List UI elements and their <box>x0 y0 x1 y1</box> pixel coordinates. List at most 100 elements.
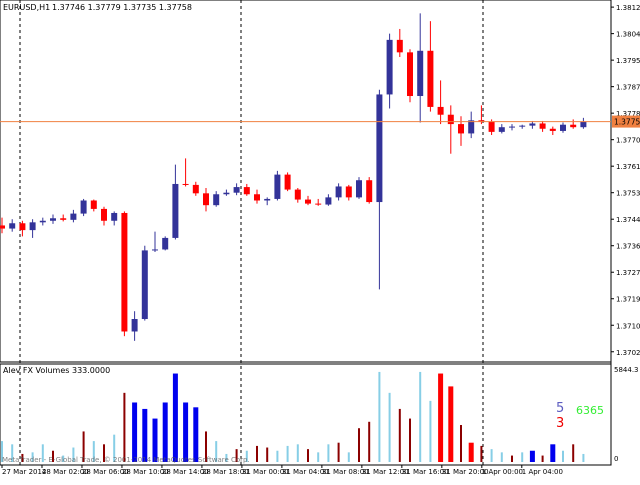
candle-body <box>243 187 250 195</box>
volume-bar <box>162 402 168 462</box>
price-pane-frame <box>0 0 612 363</box>
volume-bar <box>448 386 454 462</box>
candle-body <box>233 187 240 193</box>
candle-body <box>294 189 301 200</box>
candle-body <box>192 184 199 194</box>
volume-bar <box>245 450 248 462</box>
volume-bar <box>368 421 371 462</box>
volume-bar <box>529 450 535 462</box>
price-tick-label: 1.37955 <box>616 57 640 65</box>
price-tick-label: 1.37445 <box>616 216 640 224</box>
counter-blue: 5 <box>556 401 564 416</box>
volume-bar <box>103 444 105 462</box>
candle-body <box>90 200 97 209</box>
volume-bar <box>327 444 330 462</box>
volume-bar <box>82 431 85 462</box>
candle-body <box>396 39 403 53</box>
volume-bar <box>307 449 309 462</box>
current-price-badge <box>612 115 640 128</box>
volume-bar <box>388 392 391 462</box>
candle-body <box>162 237 169 250</box>
candle-body <box>274 174 281 199</box>
time-tick-label: 28 Mar 06:00 <box>82 468 129 476</box>
candle-body <box>580 121 587 128</box>
volume-bar <box>256 445 258 462</box>
volume-bar <box>398 408 401 462</box>
volume-bar <box>429 400 432 462</box>
candles <box>0 13 587 341</box>
candle-body <box>366 180 373 203</box>
candle-body <box>305 199 311 204</box>
candle-body <box>131 319 138 332</box>
candle-body <box>0 225 5 229</box>
volume-bars <box>1 371 585 462</box>
volume-bar <box>205 431 207 462</box>
candle-body <box>315 203 322 205</box>
time-tick-label: 31 Mar 16:00 <box>402 468 449 476</box>
time-tick-label: 28 Mar 18:00 <box>202 468 249 476</box>
volume-bar <box>62 455 65 462</box>
volume-bar <box>511 455 513 462</box>
volume-bar <box>235 449 238 462</box>
volume-bar <box>31 452 34 462</box>
candle-body <box>325 197 332 205</box>
candle-body <box>335 186 342 198</box>
price-tick-label: 1.37020 <box>616 349 640 357</box>
volume-bar <box>113 434 116 462</box>
day-separators <box>19 0 484 465</box>
candle-body <box>498 127 505 132</box>
volume-bar <box>123 392 126 462</box>
candle-body <box>539 123 546 129</box>
candle-body <box>570 124 577 128</box>
volume-bar <box>500 452 503 462</box>
time-tick-label: 1 Apr 00:00 <box>482 468 523 476</box>
candle-body <box>509 126 515 128</box>
volume-bar <box>72 447 75 462</box>
candle-body <box>437 106 444 115</box>
candle-body <box>519 125 526 127</box>
volume-bar <box>276 450 279 462</box>
volume-bar <box>378 371 381 462</box>
candle-body <box>356 180 362 198</box>
volume-bar <box>296 444 299 462</box>
candle-body <box>386 39 393 95</box>
volume-bar <box>572 444 575 462</box>
volume-bar <box>172 373 178 462</box>
candle-body <box>121 212 128 332</box>
indicator-scale-max: 5844.3 <box>614 366 639 374</box>
volume-bar <box>41 444 44 462</box>
volume-bar <box>347 452 350 462</box>
volume-bar <box>142 408 148 462</box>
price-tick-label: 1.37615 <box>616 163 640 171</box>
candle-body <box>111 212 118 221</box>
volume-bar <box>490 449 493 462</box>
time-tick-label: 31 Mar 00:00 <box>242 468 289 476</box>
indicator-title: Alev FX Volumes 333.0000 <box>3 366 110 375</box>
candle-body <box>203 193 209 206</box>
time-tick-label: 28 Mar 02:00 <box>42 468 89 476</box>
candle-body <box>152 249 158 251</box>
time-tick-label: 31 Mar 12:00 <box>362 468 409 476</box>
candle-body <box>488 121 495 132</box>
candle-body <box>407 52 413 97</box>
volume-bar <box>286 445 289 462</box>
candle-body <box>345 186 352 198</box>
candle-body <box>9 223 16 229</box>
candle-body <box>80 200 87 214</box>
candle-body <box>254 194 260 201</box>
candle-body <box>427 50 434 107</box>
candle-body <box>60 218 67 220</box>
price-tick-label: 1.37360 <box>616 243 640 251</box>
candle-body <box>560 124 566 131</box>
price-axis: 1.381251.380401.379551.378701.377851.377… <box>611 4 640 357</box>
indicator-pane-frame <box>0 363 612 466</box>
volume-bar <box>193 407 199 462</box>
volume-bar <box>419 371 422 462</box>
price-tick-label: 1.37530 <box>616 190 640 198</box>
price-tick-label: 1.37785 <box>616 110 640 118</box>
current-price-label: 1.37758 <box>614 118 640 127</box>
volume-bar <box>480 445 483 462</box>
